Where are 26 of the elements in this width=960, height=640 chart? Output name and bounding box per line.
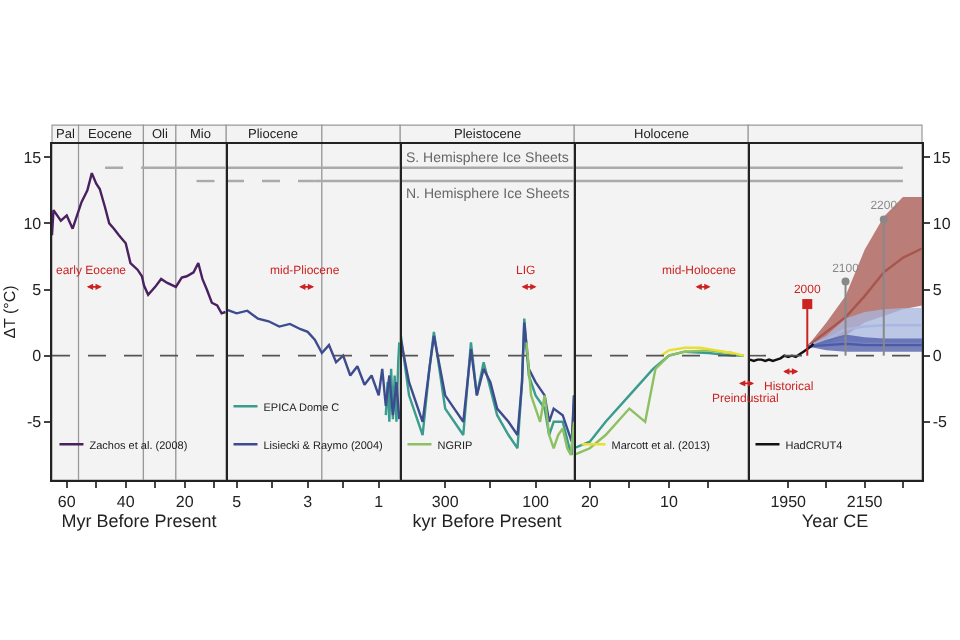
x-tick-label: 300: [431, 492, 460, 511]
y-tick-label: 10: [932, 214, 952, 233]
x-tick-label: 60: [57, 492, 77, 511]
y-axis-title: ΔT (°C): [0, 284, 19, 339]
x-tick-label: 1: [374, 492, 385, 511]
x-tick-label: 10: [659, 492, 679, 511]
x-tick-label: 3: [303, 492, 314, 511]
x-tick-label: 20: [175, 492, 195, 511]
y-tick-label: 15: [23, 148, 43, 167]
y-tick-label: 10: [23, 214, 43, 233]
x-axis-title: Year CE: [801, 510, 869, 531]
y-tick-label: 5: [32, 281, 43, 300]
x-axis-title: Myr Before Present: [61, 510, 218, 531]
y-tick-label: 0: [32, 347, 43, 366]
x-tick-label: 20: [580, 492, 600, 511]
y-tick-label: -5: [932, 413, 949, 432]
x-tick-label: 2150: [846, 492, 884, 511]
x-axis-title: kyr Before Present: [412, 510, 563, 531]
x-tick-label: 40: [116, 492, 136, 511]
y-tick-label: 5: [932, 281, 943, 300]
y-tick-label: 0: [932, 347, 943, 366]
x-tick-label: 5: [232, 492, 243, 511]
x-tick-label: 1950: [770, 492, 808, 511]
y-tick-label: -5: [26, 413, 43, 432]
x-tick-label: 100: [522, 492, 551, 511]
y-tick-label: 15: [932, 148, 952, 167]
